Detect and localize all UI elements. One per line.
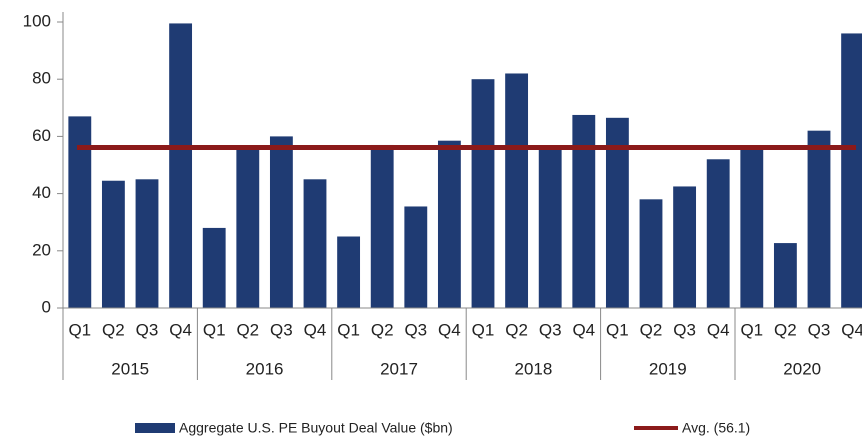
bar xyxy=(538,146,562,308)
x-tick-label: Q4 xyxy=(169,320,192,339)
x-tick-label: Q4 xyxy=(438,320,461,339)
x-tick-label: Q4 xyxy=(304,320,327,339)
bar xyxy=(841,33,862,308)
bar xyxy=(370,144,394,308)
bar xyxy=(706,159,730,308)
y-tick-label: 20 xyxy=(32,240,51,259)
group-label: 2019 xyxy=(649,359,687,378)
x-tick-label: Q1 xyxy=(337,320,360,339)
x-tick-label: Q3 xyxy=(270,320,293,339)
bar xyxy=(404,206,428,308)
x-tick-label: Q2 xyxy=(774,320,797,339)
x-tick-label: Q1 xyxy=(68,320,91,339)
x-tick-label: Q4 xyxy=(572,320,595,339)
legend-swatch-bars xyxy=(135,423,175,433)
x-tick-label: Q2 xyxy=(640,320,663,339)
x-tick-label: Q2 xyxy=(102,320,125,339)
x-tick-label: Q1 xyxy=(740,320,763,339)
group-label: 2018 xyxy=(514,359,552,378)
x-tick-label: Q2 xyxy=(505,320,528,339)
legend-label: Aggregate U.S. PE Buyout Deal Value ($bn… xyxy=(179,420,453,436)
x-tick-label: Q4 xyxy=(841,320,862,339)
bar xyxy=(337,236,361,308)
bar xyxy=(202,227,226,308)
y-tick-label: 40 xyxy=(32,183,51,202)
bar xyxy=(303,179,327,308)
bar xyxy=(740,147,764,308)
bar xyxy=(236,146,260,308)
x-tick-label: Q3 xyxy=(673,320,696,339)
bar xyxy=(269,136,293,308)
group-label: 2020 xyxy=(783,359,821,378)
bar xyxy=(169,23,193,309)
bar xyxy=(773,243,797,308)
bar xyxy=(135,179,159,308)
group-label: 2015 xyxy=(111,359,149,378)
x-tick-label: Q2 xyxy=(371,320,394,339)
x-tick-label: Q3 xyxy=(404,320,427,339)
x-tick-label: Q1 xyxy=(203,320,226,339)
x-tick-label: Q3 xyxy=(136,320,159,339)
y-tick-label: 60 xyxy=(32,126,51,145)
bar xyxy=(639,199,663,308)
bar xyxy=(605,117,629,308)
x-tick-label: Q1 xyxy=(606,320,629,339)
bar xyxy=(505,73,529,308)
y-tick-label: 0 xyxy=(42,297,51,316)
bar xyxy=(673,186,697,308)
group-label: 2016 xyxy=(246,359,284,378)
bar xyxy=(572,114,596,308)
bar xyxy=(68,116,92,308)
bar xyxy=(471,79,495,308)
group-label: 2017 xyxy=(380,359,418,378)
x-tick-label: Q4 xyxy=(707,320,730,339)
y-tick-label: 80 xyxy=(32,69,51,88)
x-tick-label: Q2 xyxy=(236,320,259,339)
y-tick-label: 100 xyxy=(23,11,51,30)
x-tick-label: Q3 xyxy=(539,320,562,339)
x-tick-label: Q1 xyxy=(472,320,495,339)
bar xyxy=(101,180,125,308)
bar xyxy=(437,140,461,308)
legend-label: Avg. (56.1) xyxy=(682,420,750,436)
x-tick-label: Q3 xyxy=(808,320,831,339)
bar xyxy=(807,130,831,308)
